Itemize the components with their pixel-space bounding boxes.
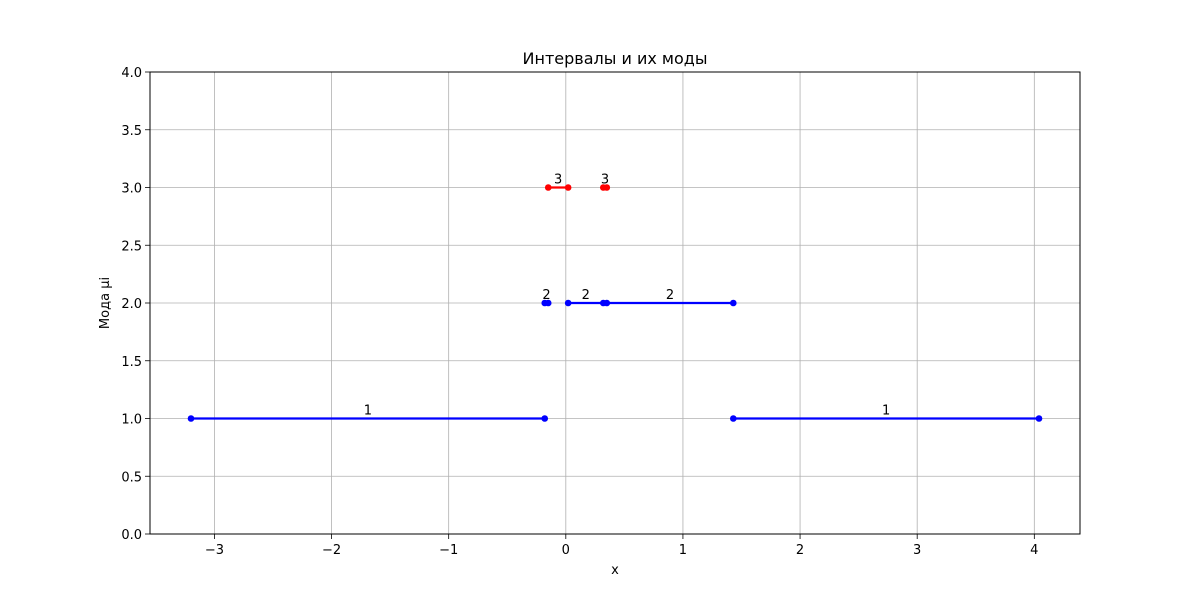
y-tick-label: 2.0 [121,297,142,312]
interval-end-point [564,184,572,191]
interval-mode-label: 3 [554,173,562,188]
interval-mode-label: 2 [582,288,590,303]
y-tick-label: 4.0 [121,66,142,81]
interval-mode-label: 1 [882,404,890,419]
interval-start-point [564,299,572,307]
interval-end-point [541,415,549,422]
interval-mode-label: 1 [364,404,372,419]
y-tick-label: 2.5 [121,239,142,254]
x-tick-label: 2 [796,543,804,558]
interval-mode-label: 2 [666,288,674,303]
interval-end-point [544,299,552,307]
ticks: −3 −2 −1 0 1 2 3 4 0.0 0.5 1.0 1.5 2.0 2.5 3.0 3.5 4.0 [121,66,1038,558]
data-series: 1 1 2 2 2 3 3 [187,173,1043,422]
y-tick-label: 1.5 [121,355,142,370]
x-tick-label: 0 [562,543,570,558]
interval-end-point [729,299,737,307]
y-axis-label: Мода μi [98,277,113,329]
interval-start-point [729,415,737,422]
x-tick-label: 4 [1030,543,1038,558]
x-axis-label: x [611,563,619,578]
x-tick-label: −3 [205,543,224,558]
y-tick-label: 1.0 [121,413,142,428]
interval-end-point [1035,415,1043,422]
interval-mode-label: 2 [542,288,550,303]
y-tick-label: 0.0 [121,528,142,543]
chart-title: Интервалы и их моды [523,49,708,68]
x-tick-label: −2 [322,543,341,558]
interval-start-point [187,415,195,422]
interval-end-point [603,184,611,191]
interval-start-point [544,184,552,191]
y-tick-label: 3.5 [121,124,142,139]
interval-start-point [603,299,611,307]
interval-mode-label: 3 [601,173,609,188]
y-tick-label: 3.0 [121,182,142,197]
y-tick-label: 0.5 [121,470,142,485]
x-tick-label: 3 [913,543,921,558]
x-tick-label: 1 [679,543,687,558]
x-tick-label: −1 [439,543,458,558]
